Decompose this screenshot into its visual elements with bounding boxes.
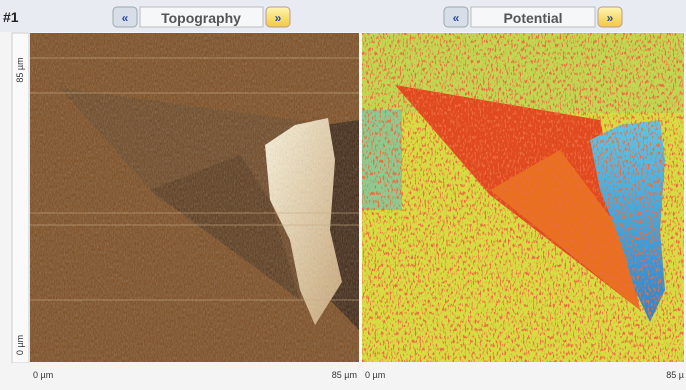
panel-label: Topography xyxy=(161,10,241,26)
panel-label: Potential xyxy=(503,10,562,26)
next-icon: » xyxy=(275,11,282,25)
axis-label: 85 µ xyxy=(666,370,684,380)
next-icon: » xyxy=(607,11,614,25)
axis-label: 85 µm xyxy=(332,370,357,380)
axis-label: 0 µm xyxy=(15,335,25,355)
potential-image xyxy=(362,33,684,362)
body: #1 « Topography » « Potential » 85 µm 0 … xyxy=(0,0,686,385)
view-id: #1 xyxy=(3,9,19,25)
axis-label: 0 µm xyxy=(33,370,53,380)
prev-icon: « xyxy=(122,11,129,25)
axis-label: 0 µm xyxy=(365,370,385,380)
axis-label: 85 µm xyxy=(15,57,25,82)
prev-icon: « xyxy=(453,11,460,25)
page: {"header": {"id": "#1", "panels": [{"lab… xyxy=(0,0,686,385)
topography-image xyxy=(30,33,359,362)
screen: #1 « Topography » « Potential » 85 µm 0 … xyxy=(0,0,686,385)
